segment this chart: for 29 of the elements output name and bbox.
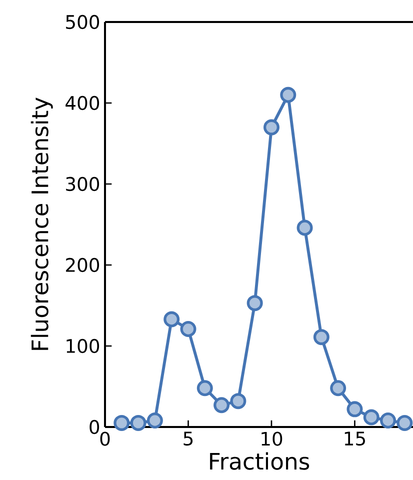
x-axis-title: Fractions [210, 452, 310, 470]
point [380, 412, 396, 429]
point [246, 295, 263, 312]
point [196, 380, 213, 396]
point [280, 86, 296, 103]
point [313, 329, 330, 346]
point [363, 409, 380, 426]
y-tick-label: 0 [90, 420, 100, 434]
y-axis-title: Fluorescence Intensity [30, 98, 53, 350]
y-tick-label: 200 [66, 258, 100, 272]
x-tick-label: 5 [184, 432, 193, 446]
point [214, 397, 230, 414]
point [146, 412, 163, 429]
y-tick-label: 400 [66, 96, 100, 110]
point [230, 393, 246, 410]
point [346, 401, 363, 418]
point [296, 220, 313, 236]
point [114, 414, 130, 431]
y-tick-label: 300 [66, 176, 100, 192]
y-tick-label: 100 [66, 338, 100, 354]
y-tick-label: 500 [66, 14, 100, 30]
point [164, 311, 180, 328]
point [263, 119, 280, 136]
point [130, 414, 146, 431]
x-tick-label: 15 [344, 432, 365, 446]
x-tick-label: 10 [262, 432, 282, 446]
x-tick-label: 0 [100, 432, 110, 446]
point [180, 320, 196, 337]
point [330, 380, 346, 396]
